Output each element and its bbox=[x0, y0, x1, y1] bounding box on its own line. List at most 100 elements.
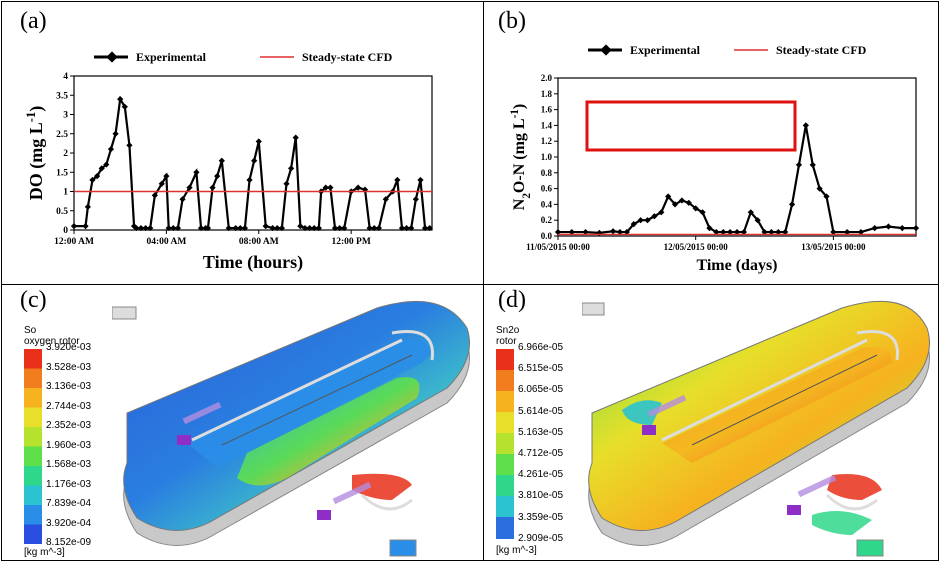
series-line bbox=[74, 95, 430, 230]
data-point bbox=[209, 184, 216, 191]
y-tick-label: 1.4 bbox=[541, 120, 553, 130]
data-point bbox=[121, 103, 128, 110]
panel-a-label: (a) bbox=[20, 8, 47, 34]
y-tick-label: 0.8 bbox=[541, 168, 553, 178]
legend-label-cfd: Steady-state CFD bbox=[302, 50, 393, 64]
data-point bbox=[225, 224, 232, 232]
x-tick-label: 12:00 AM bbox=[54, 237, 94, 247]
data-point bbox=[665, 193, 672, 200]
colorbar-c-unit: [kg m^-3] bbox=[24, 547, 65, 558]
data-point bbox=[327, 184, 334, 191]
y-tick-label: 1.2 bbox=[541, 136, 553, 146]
data-point bbox=[885, 223, 892, 230]
colorbar-c bbox=[24, 349, 42, 544]
data-point bbox=[204, 224, 212, 232]
chart-a: 0 0.5 1 1.5 2 2.5 3 3.5 4 12:00 AM 04:00 AM 08:00 A… bbox=[24, 50, 433, 273]
y-tick-label: 2.5 bbox=[56, 130, 68, 140]
y-tick-label: 0 bbox=[63, 226, 68, 236]
data-point bbox=[637, 217, 644, 224]
panel-b: (b) 0.0 0.2 0.4 0.6 0.8 1.0 1.2 1.4 1.6 1.8 2.0 11/… bbox=[483, 1, 939, 285]
legend-marker bbox=[106, 51, 118, 63]
data-point bbox=[179, 196, 186, 203]
tank-render-d bbox=[582, 300, 930, 557]
colorbar-d-title-line1: Sn2o bbox=[496, 325, 520, 336]
colorbar-c-label: 8.152e-09 bbox=[46, 537, 92, 548]
x-tick-label: 12/05/2015 00:00 bbox=[664, 242, 729, 252]
y-tick-label: 2 bbox=[63, 149, 68, 159]
data-point bbox=[251, 157, 258, 164]
data-point bbox=[107, 146, 115, 153]
colorbar-c-title-line2: oxygen rotor bbox=[24, 336, 80, 347]
y-tick-label: 0.0 bbox=[541, 231, 553, 241]
data-point bbox=[262, 223, 269, 230]
data-point bbox=[871, 224, 878, 232]
colorbar-d-label: 6.966e-05 bbox=[518, 342, 564, 353]
data-point bbox=[651, 213, 658, 220]
colorbar-c-label: 3.528e-03 bbox=[46, 361, 92, 373]
y-tick-label: 1.6 bbox=[541, 105, 553, 115]
data-point bbox=[237, 224, 244, 232]
data-point bbox=[816, 185, 823, 192]
data-point bbox=[283, 180, 290, 187]
colorbar-c-label: 1.568e-03 bbox=[46, 459, 92, 470]
data-point bbox=[417, 176, 424, 184]
colorbar-d-title: Sn2o rotor bbox=[496, 325, 519, 347]
colorbar-c-label: 3.920e-03 bbox=[46, 342, 92, 353]
data-point bbox=[174, 224, 182, 232]
data-point bbox=[795, 161, 803, 169]
y-tick-label: 0.4 bbox=[541, 199, 553, 209]
y-tick-label: 1.0 bbox=[541, 152, 553, 162]
data-point bbox=[70, 223, 78, 230]
y-tick-label: 3.5 bbox=[56, 91, 68, 101]
y-tick-label: 0.6 bbox=[541, 184, 553, 194]
panel-d: (d) Sn2o rotor 6.966e-05 6.515e-05 6.065… bbox=[483, 284, 939, 561]
colorbar-d-label: 6.515e-05 bbox=[518, 363, 564, 375]
data-point bbox=[727, 228, 734, 236]
x-tick-label: 04:00 AM bbox=[146, 237, 186, 247]
svg-text:N2O-N (mg L-1): N2O-N (mg L-1) bbox=[509, 104, 533, 210]
svg-text:DO (mg L-1): DO (mg L-1) bbox=[24, 106, 47, 201]
data-point bbox=[186, 184, 193, 191]
y-tick-label: 2.0 bbox=[541, 73, 553, 83]
data-point bbox=[899, 224, 906, 232]
colorbar-c-label: 2.352e-03 bbox=[46, 420, 92, 431]
data-point bbox=[394, 176, 401, 184]
y-tick-label: 0.5 bbox=[56, 207, 68, 217]
data-point bbox=[165, 224, 172, 232]
data-point bbox=[82, 223, 89, 230]
data-point bbox=[214, 172, 221, 180]
colorbar-c-label: 7.839e-04 bbox=[46, 498, 92, 509]
y-tick-label: 3 bbox=[63, 111, 68, 121]
data-point bbox=[912, 224, 920, 232]
plot-frame bbox=[73, 75, 433, 231]
series-line bbox=[558, 125, 916, 234]
data-point bbox=[103, 161, 110, 168]
chart-b: 0.0 0.2 0.4 0.6 0.8 1.0 1.2 1.4 1.6 1.8 2.0 11/05/2… bbox=[509, 43, 920, 274]
data-point bbox=[98, 165, 105, 172]
colorbar-d-label: 5.163e-05 bbox=[518, 426, 564, 438]
colorbar-d-label: 4.261e-05 bbox=[518, 469, 564, 481]
colorbar-c-labels: 3.920e-03 3.528e-03 3.136e-03 2.744e-03 … bbox=[46, 342, 126, 548]
legend-label-experimental: Experimental bbox=[136, 50, 207, 64]
colorbar-d-unit: [kg m^-3] bbox=[496, 545, 537, 556]
tank-render-c bbox=[112, 300, 470, 557]
colorbar-c-label: 3.920e-04 bbox=[46, 517, 92, 529]
data-point bbox=[292, 134, 299, 141]
colorbar-c-label: 1.960e-03 bbox=[46, 439, 92, 451]
data-point bbox=[126, 142, 133, 149]
panel-c: (c) So oxygen rotor 3.920e-03 3.528e-03 … bbox=[1, 284, 484, 561]
colorbar-c-title: So oxygen rotor bbox=[24, 325, 80, 347]
y-tick-label: 4 bbox=[63, 72, 68, 82]
data-point bbox=[158, 180, 165, 187]
x-tick-label: 12:00 PM bbox=[332, 237, 371, 247]
x-tick-label: 08:00 AM bbox=[239, 237, 279, 247]
data-point bbox=[809, 161, 816, 169]
y-tick-label: 1.8 bbox=[541, 89, 553, 99]
colorbar-d-title-line2: rotor bbox=[496, 336, 517, 347]
data-point bbox=[255, 138, 262, 145]
colorbar-c-title-line1: So bbox=[24, 325, 37, 336]
colorbar-d-label: 6.065e-05 bbox=[518, 384, 564, 396]
data-point bbox=[170, 224, 177, 232]
data-point bbox=[802, 122, 809, 129]
